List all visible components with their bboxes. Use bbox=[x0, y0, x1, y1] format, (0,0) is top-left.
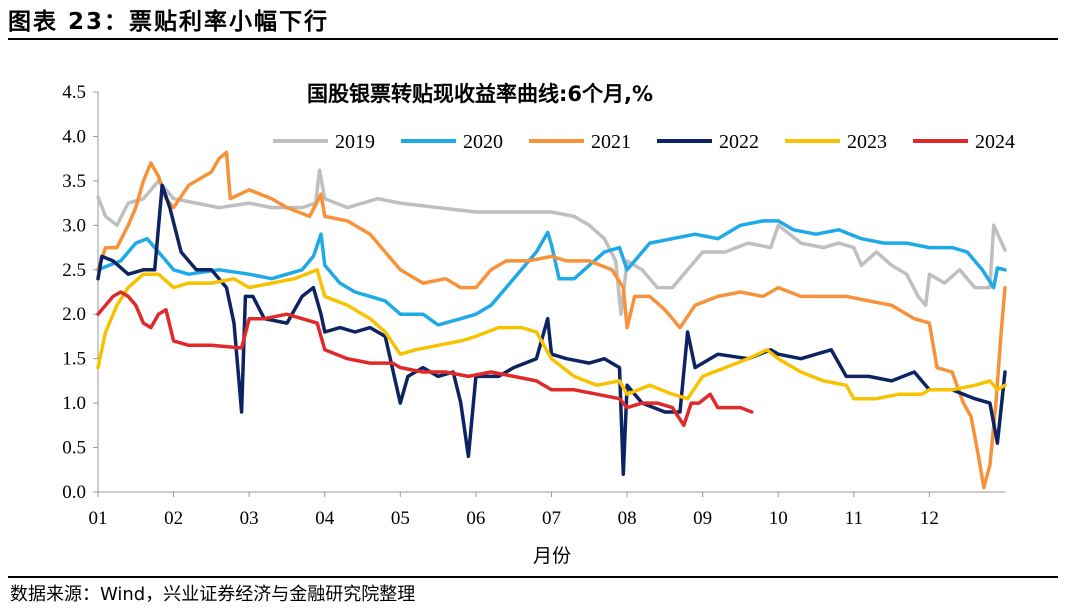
legend-label-2020: 2020 bbox=[463, 131, 503, 153]
x-tick-label: 08 bbox=[618, 508, 637, 529]
legend-label-2021: 2021 bbox=[591, 131, 631, 153]
series-lines bbox=[96, 150, 1007, 490]
legend-label-2022: 2022 bbox=[719, 131, 759, 153]
series-line-2023 bbox=[96, 268, 1007, 401]
y-tick-label: 2.5 bbox=[62, 260, 86, 281]
bottom-rule bbox=[8, 576, 1058, 578]
x-tick-label: 03 bbox=[240, 508, 259, 529]
x-tick-label: 01 bbox=[89, 508, 108, 529]
legend-label-2024: 2024 bbox=[975, 131, 1015, 153]
legend: 2019 2020 2021 2022 2023 2024 bbox=[273, 131, 1015, 153]
source-note: 数据来源：Wind，兴业证券经济与金融研究院整理 bbox=[10, 584, 416, 605]
x-tick-label: 09 bbox=[693, 508, 712, 529]
axes: 0.0 0.5 1.0 1.5 2.0 2.5 3.0 3.5 4.0 4.5 01 02 03 04 05… bbox=[62, 82, 1005, 529]
y-tick-label: 3.0 bbox=[62, 215, 86, 236]
x-tick-label: 12 bbox=[920, 508, 939, 529]
series-line-2021 bbox=[96, 150, 1007, 490]
chart-title: 国股银票转贴现收益率曲线:6个月,% bbox=[307, 82, 653, 106]
x-tick-label: 06 bbox=[466, 508, 485, 529]
legend-label-2023: 2023 bbox=[847, 131, 887, 153]
x-tick-label: 10 bbox=[769, 508, 788, 529]
legend-label-2019: 2019 bbox=[335, 131, 375, 153]
series-line-2020 bbox=[96, 219, 1007, 327]
x-tick-label: 07 bbox=[542, 508, 561, 529]
x-tick-label: 04 bbox=[315, 508, 335, 529]
y-tick-label: 2.0 bbox=[62, 304, 86, 325]
y-tick-label: 1.5 bbox=[62, 349, 86, 370]
y-tick-label: 3.5 bbox=[62, 171, 86, 192]
series-line-2022 bbox=[96, 183, 1007, 476]
series-line-2024 bbox=[96, 290, 754, 428]
y-tick-label: 0.0 bbox=[62, 482, 86, 503]
x-tick-label: 11 bbox=[845, 508, 863, 529]
x-axis-title: 月份 bbox=[533, 545, 571, 567]
line-chart: 国股银票转贴现收益率曲线:6个月,% 0.0 0.5 1.0 1.5 2.0 2.5 3.0… bbox=[62, 82, 1015, 567]
y-tick-label: 4.0 bbox=[62, 126, 86, 147]
top-rule bbox=[8, 38, 1058, 40]
figure-title: 图表 23：票贴利率小幅下行 bbox=[8, 9, 330, 35]
x-tick-label: 02 bbox=[164, 508, 183, 529]
y-tick-label: 0.5 bbox=[62, 438, 86, 459]
x-tick-label: 05 bbox=[391, 508, 410, 529]
y-tick-label: 4.5 bbox=[62, 82, 86, 103]
y-tick-label: 1.0 bbox=[62, 393, 86, 414]
